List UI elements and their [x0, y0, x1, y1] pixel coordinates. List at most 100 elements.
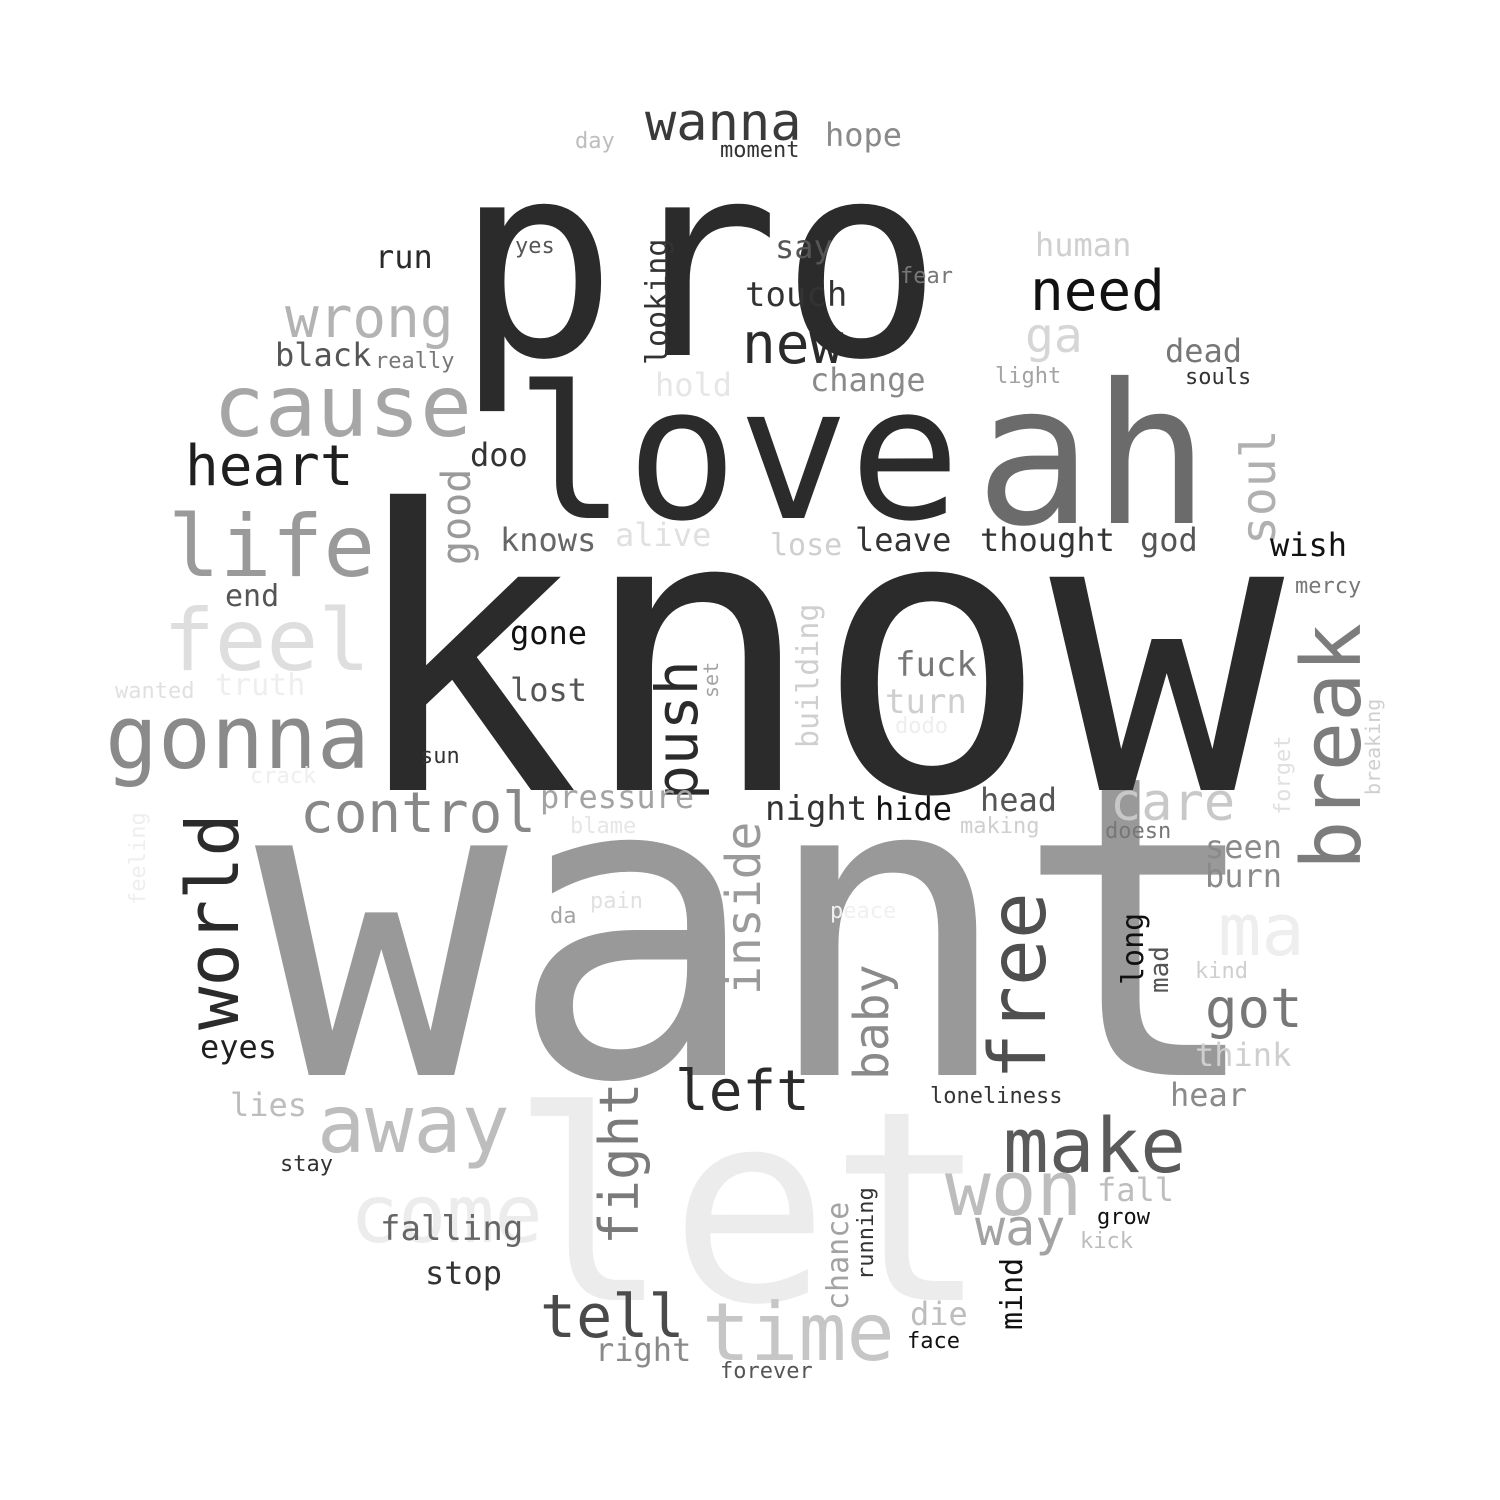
word-hold: hold — [655, 366, 732, 404]
word-sun: sun — [420, 744, 460, 769]
word-lost: lost — [510, 671, 587, 709]
word-wish: wish — [1270, 526, 1347, 564]
word-eyes: eyes — [200, 1028, 277, 1066]
word-moment: moment — [720, 138, 799, 163]
word-mercy: mercy — [1295, 574, 1361, 599]
word-day: day — [575, 129, 615, 154]
word-souls: souls — [1185, 365, 1251, 390]
word-heart: heart — [185, 434, 354, 499]
word-night: night — [765, 789, 867, 829]
word-wanna: wanna — [645, 93, 802, 153]
word-yes: yes — [515, 234, 555, 259]
word-left: left — [675, 1059, 810, 1124]
word-control: control — [300, 781, 536, 846]
word-knows: knows — [500, 521, 596, 559]
word-wanted: wanted — [115, 679, 194, 704]
word-end: end — [225, 579, 279, 614]
word-baby: baby — [844, 964, 900, 1080]
word-fear: fear — [900, 264, 953, 289]
word-come: come — [350, 1168, 543, 1261]
word-crack: crack — [250, 764, 316, 789]
word-stop: stop — [425, 1254, 502, 1292]
word-seen: seen — [1205, 828, 1282, 866]
word-falling: falling — [380, 1209, 523, 1249]
word-need: need — [1030, 259, 1165, 324]
word-feeling: feeling — [126, 812, 151, 905]
word-peace: peace — [830, 899, 896, 924]
word-grow: grow — [1097, 1205, 1151, 1230]
word-think: think — [1195, 1036, 1291, 1074]
word-dead: dead — [1165, 332, 1242, 370]
word-care: care — [1110, 773, 1235, 833]
word-pressure: pressure — [540, 778, 694, 816]
word-new: new — [742, 312, 843, 377]
word-let: let — [510, 1055, 989, 1363]
word-cause: cause — [213, 357, 472, 457]
word-long: long — [1116, 913, 1151, 985]
word-got: got — [1205, 977, 1303, 1040]
word-want: want — [255, 686, 1266, 1175]
word-feel: feel — [163, 591, 370, 691]
word-forever: forever — [720, 1359, 813, 1384]
word-won: won — [945, 1144, 1082, 1233]
word-ah: ah — [975, 342, 1210, 569]
word-forget: forget — [1271, 736, 1296, 815]
word-way: way — [975, 1199, 1065, 1257]
word-love: love — [515, 346, 961, 562]
word-good: good — [434, 469, 480, 565]
word-tell: tell — [540, 1282, 685, 1352]
word-black: black — [275, 336, 371, 374]
word-time: time — [702, 1286, 895, 1379]
word-touch: touch — [745, 275, 847, 315]
word-run: run — [375, 238, 433, 276]
word-doo: doo — [470, 436, 528, 474]
word-burn: burn — [1205, 857, 1282, 895]
word-chance: chance — [821, 1202, 856, 1310]
word-kind: kind — [1195, 959, 1248, 984]
word-inside: inside — [716, 822, 772, 995]
word-thought: thought — [980, 521, 1115, 559]
word-alive: alive — [615, 516, 711, 554]
word-truth: truth — [215, 668, 305, 703]
word-building: building — [791, 604, 826, 749]
word-world: world — [171, 813, 255, 1030]
word-dodo: dodo — [895, 714, 948, 739]
word-head: head — [980, 781, 1057, 819]
word-fuck: fuck — [895, 645, 977, 685]
word-hear: hear — [1170, 1076, 1247, 1114]
word-gone: gone — [510, 614, 587, 652]
word-fight: fight — [588, 1082, 651, 1245]
word-hide: hide — [875, 790, 952, 828]
word-change: change — [810, 361, 926, 399]
word-fall: fall — [1097, 1171, 1174, 1209]
word-really: really — [375, 349, 454, 374]
word-set: set — [699, 662, 723, 698]
word-break: break — [1285, 623, 1380, 870]
word-mad: mad — [1145, 946, 1175, 993]
word-away: away — [317, 1078, 510, 1171]
word-free: free — [974, 892, 1064, 1080]
word-making: making — [960, 814, 1039, 839]
word-say: say — [775, 228, 833, 266]
word-die: die — [910, 1295, 968, 1333]
word-lose: lose — [770, 528, 842, 563]
word-doesn: doesn — [1105, 819, 1171, 844]
word-ga: ga — [1025, 308, 1083, 364]
word-god: god — [1140, 521, 1198, 559]
word-ma: ma — [1218, 888, 1305, 972]
word-life: life — [168, 497, 375, 597]
word-human: human — [1035, 226, 1131, 264]
word-leave: leave — [855, 521, 951, 559]
word-gonna: gonna — [105, 686, 370, 789]
word-hope: hope — [825, 116, 902, 154]
word-breaking: breaking — [1361, 699, 1385, 795]
word-da: da — [550, 904, 577, 929]
word-pro: pro — [455, 104, 943, 419]
word-wrong: wrong — [285, 286, 454, 351]
word-mind: mind — [995, 1258, 1030, 1330]
word-blame: blame — [570, 814, 636, 839]
word-pain: pain — [590, 889, 643, 914]
word-stay: stay — [280, 1152, 333, 1177]
